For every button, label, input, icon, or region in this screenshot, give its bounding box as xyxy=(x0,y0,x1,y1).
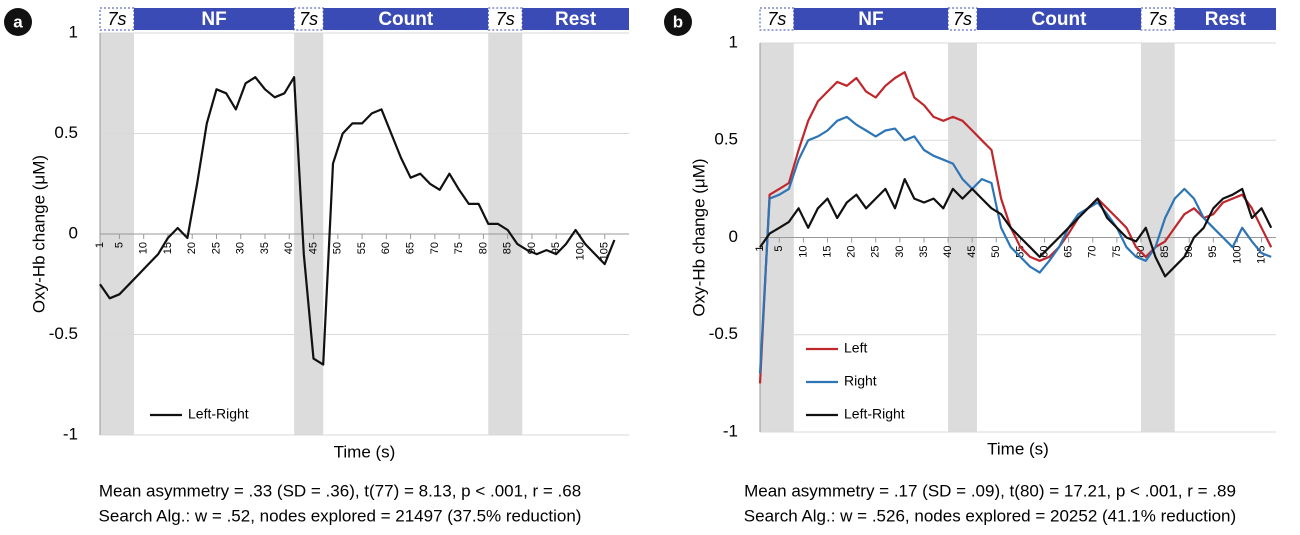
series-line xyxy=(758,71,1273,384)
x-tick-label: 80 xyxy=(477,242,489,254)
x-tick-label: 55 xyxy=(356,242,368,254)
phase-label: Rest xyxy=(555,9,597,30)
panel-badge xyxy=(664,8,692,36)
series-line xyxy=(758,115,1272,374)
y-tick-label: -1 xyxy=(63,424,78,443)
phase-label: NF xyxy=(201,9,226,30)
phase-bar xyxy=(1174,8,1276,30)
x-tick-label: 65 xyxy=(405,242,417,254)
x-tick-label: 85 xyxy=(1159,246,1171,258)
phase-bar xyxy=(522,8,629,30)
y-axis-label: Oxy-Hb change (μM) xyxy=(29,155,48,313)
phase-label: 7s xyxy=(107,9,126,29)
x-tick-label: 100 xyxy=(1231,246,1243,264)
phase-label: NF xyxy=(858,9,883,30)
y-tick-label: 1 xyxy=(69,22,78,41)
x-tick-label: 5 xyxy=(773,246,785,252)
x-tick-label: 50 xyxy=(332,242,344,254)
x-tick-label: 10 xyxy=(138,242,150,254)
x-tick-label: 40 xyxy=(942,246,954,258)
caption-line: Mean asymmetry = .33 (SD = .36), t(77) =… xyxy=(99,481,581,500)
phase-box xyxy=(1140,7,1176,31)
x-tick-label: 30 xyxy=(894,246,906,258)
x-tick-label: 70 xyxy=(1087,246,1099,258)
legend-label: Left-Right xyxy=(844,406,905,422)
x-tick-label: 25 xyxy=(210,242,222,254)
x-tick-label: 50 xyxy=(990,246,1002,258)
y-axis-label: Oxy-Hb change (μM) xyxy=(689,158,708,316)
x-tick-label: 25 xyxy=(870,246,882,258)
legend-label: Left xyxy=(844,340,867,356)
x-tick-label: 40 xyxy=(283,242,295,254)
x-tick-label: 45 xyxy=(966,246,978,258)
x-tick-label: 55 xyxy=(1014,245,1026,257)
y-tick-label: 0 xyxy=(729,227,738,246)
x-tick-label: 75 xyxy=(453,242,465,254)
legend-label: Left-Right xyxy=(188,406,249,422)
series-line xyxy=(759,178,1273,278)
phase-label: 7s xyxy=(767,9,786,29)
x-tick-label: 20 xyxy=(186,242,198,254)
x-tick-label: 1 xyxy=(94,242,106,248)
phase-label: Rest xyxy=(1205,9,1247,30)
y-tick-label: -0.5 xyxy=(49,324,78,343)
x-tick-label: 75 xyxy=(1111,246,1123,258)
x-tick-label: 95 xyxy=(1207,246,1219,258)
legend-label: Right xyxy=(844,373,877,389)
x-tick-label: 1 xyxy=(754,246,766,252)
x-tick-label: 15 xyxy=(821,246,833,258)
y-tick-label: 0.5 xyxy=(714,130,738,149)
y-tick-label: -0.5 xyxy=(709,324,738,343)
panel-label: b xyxy=(673,12,683,31)
panel-label: a xyxy=(13,12,23,31)
x-tick-label: 10 xyxy=(797,246,809,258)
phase-label: 7s xyxy=(299,9,318,29)
x-tick-label: 85 xyxy=(502,242,514,254)
x-tick-label: 100 xyxy=(574,242,586,260)
y-tick-label: 0 xyxy=(69,223,78,242)
y-tick-label: -1 xyxy=(723,421,738,440)
x-tick-label: 5 xyxy=(113,242,125,248)
x-tick-label: 70 xyxy=(429,242,441,254)
x-tick-label: 45 xyxy=(307,242,319,254)
x-tick-label: 60 xyxy=(380,242,392,254)
y-tick-label: 1 xyxy=(729,32,738,51)
phase-label: 7s xyxy=(953,9,972,29)
caption-line: Search Alg.: w = .526, nodes explored = … xyxy=(744,506,1236,525)
phase-bar xyxy=(133,8,295,30)
x-tick-label: 65 xyxy=(1063,246,1075,258)
y-tick-label: 0.5 xyxy=(54,123,78,142)
caption-line: Mean asymmetry = .17 (SD = .09), t(80) =… xyxy=(744,481,1236,500)
x-tick-label: 35 xyxy=(259,242,271,254)
phase-box xyxy=(947,7,978,31)
x-tick-label: 35 xyxy=(918,246,930,258)
caption-line: Search Alg.: w = .52, nodes explored = 2… xyxy=(99,506,582,525)
phase-label: Count xyxy=(378,9,434,30)
phase-label: Count xyxy=(1032,9,1088,30)
panel-badge xyxy=(4,8,32,36)
phase-bar xyxy=(323,8,489,30)
phase-label: 7s xyxy=(496,9,515,29)
phase-bar xyxy=(977,8,1141,30)
x-axis-label: Time (s) xyxy=(334,442,396,461)
x-tick-label: 20 xyxy=(846,246,858,258)
series-line xyxy=(99,76,616,366)
x-axis-label: Time (s) xyxy=(987,439,1049,458)
x-tick-label: 30 xyxy=(235,242,247,254)
phase-bar xyxy=(793,8,949,30)
phase-label: 7s xyxy=(1148,9,1167,29)
